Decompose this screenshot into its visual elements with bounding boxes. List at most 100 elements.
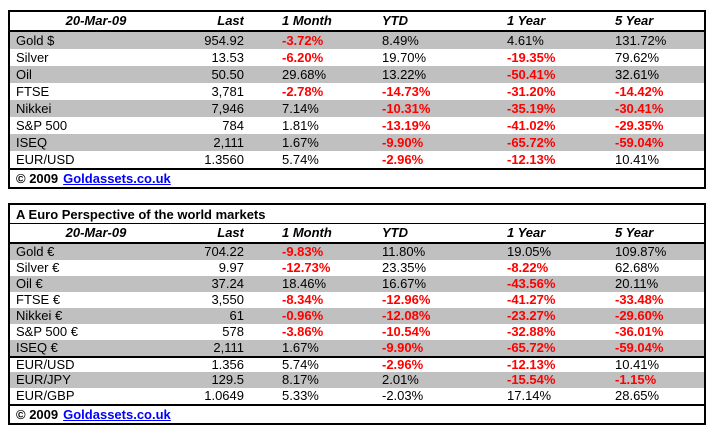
row-label: ISEQ xyxy=(16,135,48,150)
pct-5year: -14.42% xyxy=(615,84,664,99)
table-row-gold: Gold $ 954.92 -3.72% 8.49% 4.61% 131.72% xyxy=(10,32,704,49)
pct-ytd: -13.19% xyxy=(382,118,431,133)
table-row-gold: Gold € 704.22 -9.83% 11.80% 19.05% 109.87% xyxy=(10,244,704,260)
col-header-1year: 1 Year xyxy=(507,225,546,240)
table-row-s-p-500: S&P 500 784 1.81% -13.19% -41.02% -29.35% xyxy=(10,117,704,134)
pct-ytd: 11.80% xyxy=(382,244,426,259)
pct-1month: -12.73% xyxy=(282,260,331,275)
row-label: Nikkei € xyxy=(16,308,63,323)
pct-5year: 79.62% xyxy=(615,50,660,65)
pct-1month: -3.86% xyxy=(282,324,324,339)
table-row-oil: Oil € 37.24 18.46% 16.67% -43.56% 20.11% xyxy=(10,276,704,292)
pct-1month: 1.67% xyxy=(282,135,319,150)
pct-ytd: -12.08% xyxy=(382,308,431,323)
pct-1month: -8.34% xyxy=(282,292,324,307)
last-value: 50.50 xyxy=(211,67,244,82)
row-label: EUR/USD xyxy=(16,152,75,167)
table-row-silver: Silver € 9.97 -12.73% 23.35% -8.22% 62.68% xyxy=(10,260,704,276)
pct-5year: 131.72% xyxy=(615,33,667,48)
pct-1year: 19.05% xyxy=(507,244,552,259)
last-value: 578 xyxy=(222,324,244,339)
pct-1month: 5.74% xyxy=(282,152,319,167)
last-value: 9.97 xyxy=(218,260,244,275)
table-row-eur-usd: EUR/USD 1.3560 5.74% -2.96% -12.13% 10.41% xyxy=(10,151,704,168)
pct-1month: 18.46% xyxy=(282,276,327,291)
pct-5year: 62.68% xyxy=(615,260,660,275)
copyright-text: © 2009 xyxy=(16,407,59,422)
euro-copyright-row: © 2009 Goldassets.co.uk xyxy=(10,404,704,423)
usd-markets-table: 20-Mar-09 Last 1 Month YTD 1 Year 5 Year… xyxy=(8,10,706,189)
last-value: 7,946 xyxy=(211,101,244,116)
col-header-5year: 5 Year xyxy=(615,13,654,28)
col-header-ytd: YTD xyxy=(382,225,408,240)
last-value: 1.356 xyxy=(211,357,244,372)
last-value: 704.22 xyxy=(204,244,244,259)
pct-5year: 10.41% xyxy=(615,357,660,372)
table-row-nikkei: Nikkei € 61 -0.96% -12.08% -23.27% -29.60% xyxy=(10,308,704,324)
pct-5year: 20.11% xyxy=(615,276,659,291)
pct-1year: -65.72% xyxy=(507,135,556,150)
pct-1year: -41.02% xyxy=(507,118,556,133)
pct-1year: -32.88% xyxy=(507,324,556,339)
row-label: Oil xyxy=(16,67,32,82)
date-header: 20-Mar-09 xyxy=(65,13,127,28)
usd-copyright-row: © 2009 Goldassets.co.uk xyxy=(10,168,704,187)
pct-1year: -35.19% xyxy=(507,101,556,116)
col-header-last: Last xyxy=(217,225,244,240)
last-value: 3,781 xyxy=(211,84,244,99)
row-label: Silver xyxy=(16,50,49,65)
pct-ytd: 8.49% xyxy=(382,33,419,48)
pct-5year: -29.60% xyxy=(615,308,664,323)
pct-1year: -12.13% xyxy=(507,357,556,372)
pct-5year: -1.15% xyxy=(615,372,657,387)
pct-ytd: -2.03% xyxy=(382,388,424,403)
pct-1month: -2.78% xyxy=(282,84,324,99)
row-label: EUR/GBP xyxy=(16,388,75,403)
pct-5year: -36.01% xyxy=(615,324,664,339)
pct-1month: 5.33% xyxy=(282,388,319,403)
pct-5year: 32.61% xyxy=(615,67,660,82)
row-label: FTSE xyxy=(16,84,50,99)
pct-ytd: 23.35% xyxy=(382,260,427,275)
col-header-1month: 1 Month xyxy=(282,13,332,28)
table-row-oil: Oil 50.50 29.68% 13.22% -50.41% 32.61% xyxy=(10,66,704,83)
pct-1year: -8.22% xyxy=(507,260,549,275)
last-value: 61 xyxy=(229,308,244,323)
pct-5year: -59.04% xyxy=(615,340,664,355)
goldassets-link[interactable]: Goldassets.co.uk xyxy=(63,171,171,186)
goldassets-link[interactable]: Goldassets.co.uk xyxy=(63,407,171,422)
row-label: S&P 500 € xyxy=(16,324,78,339)
col-header-1month: 1 Month xyxy=(282,225,332,240)
pct-ytd: -12.96% xyxy=(382,292,431,307)
pct-5year: 109.87% xyxy=(615,244,667,259)
pct-1year: 4.61% xyxy=(507,33,544,48)
table-row-nikkei: Nikkei 7,946 7.14% -10.31% -35.19% -30.41% xyxy=(10,100,704,117)
row-label: EUR/JPY xyxy=(16,372,71,387)
last-value: 1.0649 xyxy=(204,388,244,403)
pct-ytd: -10.31% xyxy=(382,101,431,116)
row-label: EUR/USD xyxy=(16,357,75,372)
pct-5year: -33.48% xyxy=(615,292,664,307)
pct-ytd: 13.22% xyxy=(382,67,427,82)
col-header-1year: 1 Year xyxy=(507,13,546,28)
last-value: 13.53 xyxy=(211,50,244,65)
euro-table-title: A Euro Perspective of the world markets xyxy=(10,205,704,224)
pct-1year: -41.27% xyxy=(507,292,556,307)
pct-1month: -6.20% xyxy=(282,50,324,65)
last-value: 37.24 xyxy=(211,276,244,291)
pct-1month: -0.96% xyxy=(282,308,324,323)
last-value: 784 xyxy=(222,118,244,133)
row-label: Gold € xyxy=(16,244,55,259)
table-row-iseq: ISEQ 2,111 1.67% -9.90% -65.72% -59.04% xyxy=(10,134,704,151)
last-value: 1.3560 xyxy=(204,152,244,167)
last-value: 2,111 xyxy=(213,340,244,355)
euro-table-body: Gold €704.22 -9.83% 11.80% 19.05% 109.87% Sil… xyxy=(10,244,704,404)
euro-markets-table: A Euro Perspective of the world markets … xyxy=(8,203,706,425)
pct-1year: 17.14% xyxy=(507,388,552,403)
pct-ytd: 16.67% xyxy=(382,276,427,291)
pct-5year: -30.41% xyxy=(615,101,664,116)
euro-table-header-row: 20-Mar-09 Last 1 Month YTD 1 Year 5 Year xyxy=(10,224,704,244)
col-header-last: Last xyxy=(217,13,244,28)
pct-1month: 5.74% xyxy=(282,357,319,372)
usd-table-body: Gold $954.92 -3.72% 8.49% 4.61% 131.72% Silve… xyxy=(10,32,704,168)
